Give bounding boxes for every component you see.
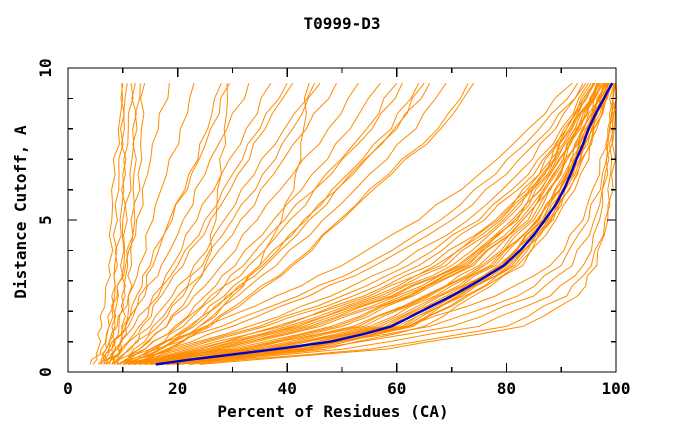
model-curve [122, 82, 587, 365]
model-curve [103, 83, 250, 365]
model-curve [108, 83, 134, 365]
model-curve [133, 82, 596, 365]
model-curve [199, 83, 617, 365]
model-curve [100, 82, 231, 365]
model-curve [188, 83, 618, 365]
y-tick-label: 0 [36, 367, 55, 377]
model-curve [108, 82, 294, 365]
y-axis-label: Distance Cutoff, A [11, 125, 30, 299]
model-curve [100, 82, 222, 365]
y-tick-label: 10 [36, 58, 55, 78]
x-tick-label: 60 [387, 379, 407, 398]
model-curve [117, 82, 398, 365]
y-tick-label: 5 [36, 215, 55, 225]
model-curve [139, 82, 600, 365]
plot-title: T0999-D3 [303, 14, 381, 33]
model-curve [103, 83, 128, 365]
model-curve [128, 82, 447, 365]
model-curve [150, 83, 606, 365]
model-curve [177, 82, 614, 365]
model-curve [128, 83, 310, 365]
x-tick-label: 40 [277, 379, 297, 398]
model-curve [114, 82, 337, 365]
x-tick-label: 80 [496, 379, 517, 398]
model-curve [122, 82, 590, 365]
model-curve [117, 82, 573, 365]
model-curve [89, 83, 170, 365]
model-curve [128, 82, 595, 365]
model-curve [128, 82, 431, 365]
model-curve [122, 82, 584, 365]
model-curve [144, 82, 605, 365]
model-curve [133, 83, 598, 365]
model-curve [150, 83, 605, 365]
x-tick-label: 20 [167, 379, 188, 398]
model-curve [139, 83, 599, 365]
model-curve [161, 83, 615, 365]
model-curve [122, 82, 403, 365]
model-curve [155, 83, 609, 365]
model-curve [105, 82, 288, 365]
model-curve [133, 82, 595, 365]
model-curve [102, 83, 125, 365]
model-curve [128, 83, 594, 365]
model-curve [111, 82, 321, 365]
model-curve [97, 83, 195, 365]
model-curve [117, 82, 579, 365]
model-curve [128, 82, 592, 365]
model-curve [111, 82, 316, 365]
model-curve [144, 82, 603, 365]
x-axis-label: Percent of Residues (CA) [217, 402, 449, 421]
model-curve [155, 82, 608, 365]
x-tick-label: 0 [63, 379, 73, 398]
model-curve [172, 83, 613, 365]
model-curve [117, 83, 228, 365]
x-tick-label: 100 [601, 379, 631, 398]
model-curve [133, 82, 474, 365]
model-curve [139, 82, 601, 365]
model-curve [166, 83, 616, 365]
highlighted-model-curve [155, 82, 614, 366]
model-curve [161, 82, 609, 365]
model-curve [144, 83, 602, 365]
model-curve [117, 82, 359, 365]
model-curve [92, 83, 123, 365]
model-curve [106, 82, 272, 365]
